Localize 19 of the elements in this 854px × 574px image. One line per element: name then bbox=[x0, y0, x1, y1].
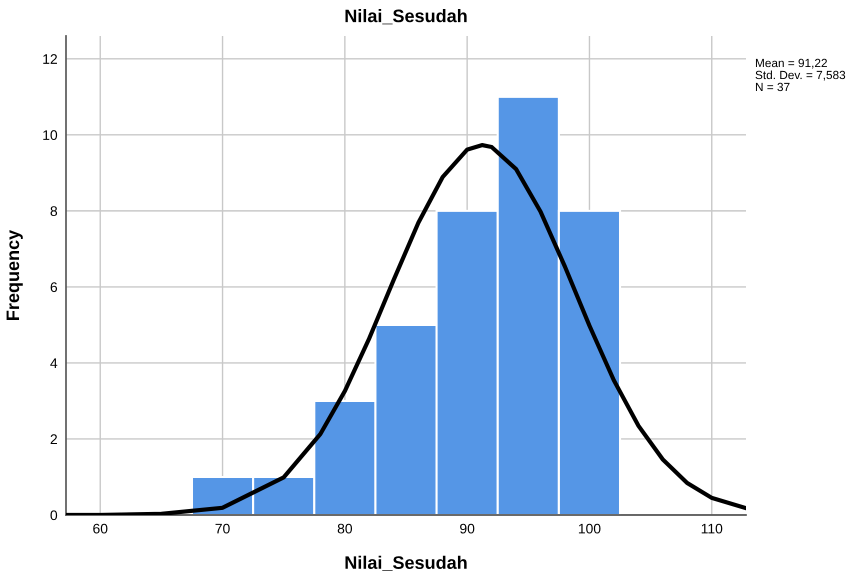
x-tick-label: 80 bbox=[338, 524, 352, 534]
x-tick-label: 70 bbox=[216, 524, 230, 534]
x-tick-label: 90 bbox=[460, 524, 474, 534]
x-axis-title: Nilai_Sesudah bbox=[346, 556, 467, 572]
text: Mean = 91,22 bbox=[756, 58, 827, 69]
x-tick-label: 110 bbox=[702, 524, 722, 534]
y-tick-label: 2 bbox=[50, 434, 57, 444]
y-tick-label: 4 bbox=[50, 358, 58, 368]
text: N = 37 bbox=[756, 82, 790, 92]
y-tick-label: 6 bbox=[50, 282, 58, 292]
y-tick-label: 0 bbox=[50, 510, 58, 520]
x-tick-label: 100 bbox=[578, 524, 600, 534]
chart-title: Nilai_Sesudah bbox=[346, 9, 467, 24]
y-tick-label: 10 bbox=[43, 130, 58, 140]
x-tick-label: 60 bbox=[93, 524, 108, 534]
text: Std. Dev. = 7,583 bbox=[756, 70, 846, 81]
y-axis-title: Frequency bbox=[6, 230, 23, 320]
y-tick-label: 8 bbox=[50, 206, 58, 216]
y-tick-label: 12 bbox=[43, 54, 57, 64]
